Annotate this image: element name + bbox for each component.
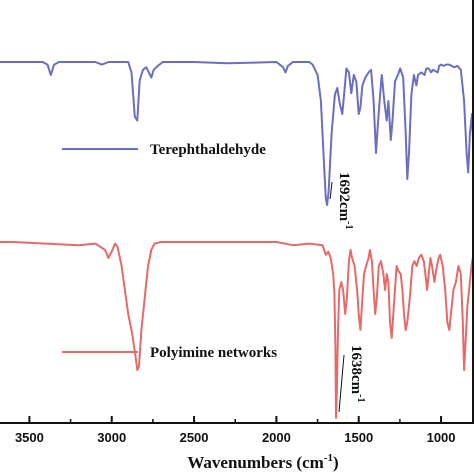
annotation-label-1: 1692cm-1 (336, 172, 354, 230)
annotation-text-2: 1638cm (348, 345, 364, 395)
x-tick-label-2000: 2000 (262, 430, 291, 445)
series-layer (0, 61, 474, 419)
x-tick-label-3500: 3500 (15, 430, 44, 445)
x-tick-label-1000: 1000 (427, 430, 456, 445)
annotation-sup-2: -1 (355, 394, 366, 402)
legend-label-2: Polyimine networks (150, 345, 277, 361)
x-tick-label-1500: 1500 (344, 430, 373, 445)
annotation-sup-1: -1 (343, 221, 354, 229)
annotation-label-2: 1638cm-1 (348, 345, 366, 403)
x-axis-title-close: ) (333, 453, 339, 472)
x-tick-label-2500: 2500 (180, 430, 209, 445)
series-line-2 (0, 241, 474, 419)
x-axis-title-sup: -1 (324, 452, 333, 464)
annotation-leader-2 (338, 354, 345, 413)
series-line-1 (0, 61, 474, 206)
x-tick-label-3000: 3000 (97, 430, 126, 445)
x-axis-title: Wavenumbers (cm-1) (187, 452, 338, 472)
annotation-leader-1 (329, 181, 333, 200)
annotation-text-1: 1692cm (336, 172, 352, 222)
plot-area: Terephthaldehyde Polyimine networks 1692c… (0, 61, 474, 419)
legend: Terephthaldehyde Polyimine networks (62, 142, 277, 361)
legend-label-1: Terephthaldehyde (150, 142, 266, 158)
x-ticks: 3500 3000 2500 2000 1500 1000 (15, 416, 456, 445)
x-axis-title-text: Wavenumbers (cm (187, 453, 323, 472)
